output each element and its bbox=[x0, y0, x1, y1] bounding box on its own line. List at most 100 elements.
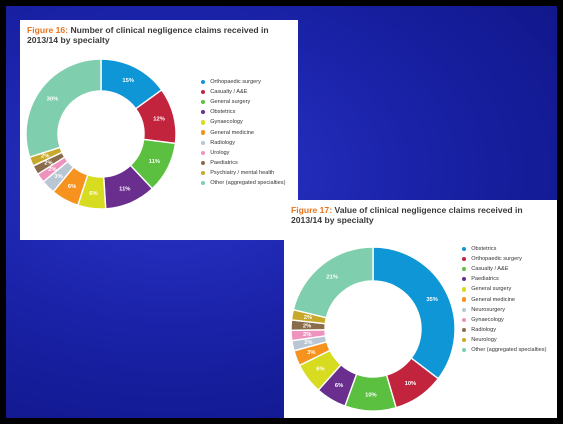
slice-label-paediatrics: 6% bbox=[335, 383, 343, 389]
legend-swatch bbox=[201, 140, 206, 145]
legend-label: Orthopaedic surgery bbox=[471, 256, 522, 263]
legend-swatch bbox=[201, 180, 206, 186]
legend-item-other-aggregated-specialties: Other (aggregated specialties) bbox=[201, 178, 285, 188]
legend-swatch bbox=[462, 267, 467, 272]
legend-label: Paediatrics bbox=[471, 276, 499, 283]
legend-item-psychiatry-mental-health: Psychiatry / mental health bbox=[201, 168, 285, 178]
legend-swatch bbox=[462, 246, 467, 252]
legend-swatch bbox=[462, 297, 467, 302]
legend-label: Obstetrics bbox=[210, 109, 236, 116]
legend-swatch bbox=[201, 130, 206, 135]
legend-item-paediatrics: Paediatrics bbox=[462, 274, 546, 284]
figure-16-title-text: Number of clinical negligence claims rec… bbox=[27, 25, 269, 45]
slide-background: Figure 16: Number of clinical negligence… bbox=[6, 6, 557, 418]
legend-label: General medicine bbox=[471, 296, 516, 303]
figure-17-donut-chart: 35% 10% 10% 6% 6% 3% 2% 2% 2% 2% 21% bbox=[290, 246, 456, 412]
figure-17-title: Figure 17: Value of clinical negligence … bbox=[291, 205, 551, 225]
legend-label: Other (aggregated specialties) bbox=[471, 346, 547, 353]
slice-label-casualty-a-e: 12% bbox=[153, 117, 165, 123]
figure-16-title: Figure 16: Number of clinical negligence… bbox=[27, 25, 287, 45]
legend-swatch bbox=[462, 347, 467, 353]
figure-17-number: Figure 17: bbox=[291, 205, 333, 215]
slice-label-neurology: 2% bbox=[304, 315, 312, 321]
legend-label: Obstetrics bbox=[471, 246, 497, 253]
legend-item-general-surgery: General surgery bbox=[462, 284, 546, 294]
legend-swatch bbox=[462, 287, 467, 292]
legend-label: General medicine bbox=[210, 129, 255, 136]
legend-item-radiology: Radiology bbox=[201, 138, 285, 148]
legend-label: Orthopaedic surgery bbox=[210, 79, 261, 86]
legend-swatch bbox=[462, 257, 467, 262]
legend-item-general-medicine: General medicine bbox=[201, 127, 285, 137]
figure-16-panel: Figure 16: Number of clinical negligence… bbox=[20, 20, 298, 240]
legend-item-urology: Urology bbox=[201, 148, 285, 158]
legend-swatch bbox=[201, 100, 206, 105]
legend-item-casualty-a-e: Casualty / A&E bbox=[201, 87, 285, 97]
legend-item-paediatrics: Paediatrics bbox=[201, 158, 285, 168]
legend-label: Radiology bbox=[471, 326, 497, 333]
slice-label-obstetrics: 35% bbox=[426, 297, 438, 303]
legend-swatch bbox=[201, 160, 206, 165]
legend-swatch bbox=[462, 317, 467, 322]
legend-label: Psychiatry / mental health bbox=[210, 169, 275, 176]
slice-label-urology: 2% bbox=[48, 167, 56, 173]
figure-17-title-text: Value of clinical negligence claims rece… bbox=[291, 205, 523, 225]
legend-item-general-surgery: General surgery bbox=[201, 97, 285, 107]
legend-label: Neurology bbox=[471, 336, 497, 343]
legend-item-orthopaedic-surgery: Orthopaedic surgery bbox=[462, 254, 546, 264]
legend-item-obstetrics: Obstetrics bbox=[462, 244, 546, 254]
legend-swatch bbox=[201, 170, 206, 175]
legend-label: General surgery bbox=[471, 286, 512, 293]
legend-swatch bbox=[462, 307, 467, 312]
legend-label: General surgery bbox=[210, 99, 251, 106]
slice-label-casualty-a-e: 10% bbox=[365, 392, 377, 398]
legend-item-general-medicine: General medicine bbox=[462, 294, 546, 304]
legend-item-neurosurgery: Neurosurgery bbox=[462, 305, 546, 315]
figure-17-legend: Obstetrics Orthopaedic surgery Casualty / … bbox=[462, 244, 546, 355]
legend-item-obstetrics: Obstetrics bbox=[201, 107, 285, 117]
slice-label-radiology: 3% bbox=[54, 174, 62, 180]
slice-label-psychiatry-mental-health: 2% bbox=[41, 154, 49, 160]
slice-label-gynaecology: 6% bbox=[89, 191, 97, 197]
legend-swatch bbox=[462, 327, 467, 332]
legend-label: Neurosurgery bbox=[471, 306, 506, 313]
legend-label: Casualty / A&E bbox=[210, 89, 248, 96]
slice-other-aggregated-specialties bbox=[25, 58, 102, 159]
figure-16-number: Figure 16: bbox=[27, 25, 69, 35]
legend-swatch bbox=[462, 277, 467, 282]
legend-label: Gynaecology bbox=[210, 119, 243, 126]
slice-label-radiology: 2% bbox=[303, 323, 311, 329]
figure-16-donut-chart: 15%12%11%11%6%6%3%2%2%2%30% bbox=[25, 58, 177, 210]
legend-item-orthopaedic-surgery: Orthopaedic surgery bbox=[201, 77, 285, 87]
legend-swatch bbox=[201, 79, 206, 85]
legend-item-casualty-a-e: Casualty / A&E bbox=[462, 264, 546, 274]
figure-17-panel: Figure 17: Value of clinical negligence … bbox=[284, 200, 557, 418]
legend-item-gynaecology: Gynaecology bbox=[462, 315, 546, 325]
legend-label: Urology bbox=[210, 149, 230, 156]
figure-16-legend: Orthopaedic surgery Casualty / A&E General… bbox=[201, 77, 285, 188]
legend-swatch bbox=[201, 110, 206, 115]
legend-swatch bbox=[462, 337, 467, 342]
slice-obstetrics bbox=[372, 246, 456, 380]
legend-swatch bbox=[201, 150, 206, 155]
legend-item-neurology: Neurology bbox=[462, 335, 546, 345]
slice-label-obstetrics: 11% bbox=[119, 187, 130, 193]
legend-label: Gynaecology bbox=[471, 316, 504, 323]
slice-label-gynaecology: 2% bbox=[303, 332, 311, 338]
slice-label-other-aggregated-specialties: 30% bbox=[47, 96, 59, 102]
legend-swatch bbox=[201, 120, 206, 125]
slice-other-aggregated-specialties bbox=[292, 246, 374, 319]
legend-item-radiology: Radiology bbox=[462, 325, 546, 335]
legend-label: Casualty / A&E bbox=[471, 266, 509, 273]
legend-label: Other (aggregated specialties) bbox=[210, 179, 286, 186]
slice-label-general-medicine: 6% bbox=[68, 184, 76, 190]
legend-item-other-aggregated-specialties: Other (aggregated specialties) bbox=[462, 345, 546, 355]
slice-label-neurosurgery: 2% bbox=[304, 340, 312, 346]
legend-item-gynaecology: Gynaecology bbox=[201, 117, 285, 127]
legend-label: Paediatrics bbox=[210, 159, 238, 166]
slice-label-orthopaedic-surgery: 10% bbox=[405, 381, 417, 387]
slice-label-general-surgery: 11% bbox=[149, 159, 160, 165]
slice-label-other-aggregated-specialties: 21% bbox=[326, 275, 338, 281]
slice-label-orthopaedic-surgery: 15% bbox=[122, 78, 134, 84]
slice-label-general-surgery: 6% bbox=[316, 367, 324, 373]
